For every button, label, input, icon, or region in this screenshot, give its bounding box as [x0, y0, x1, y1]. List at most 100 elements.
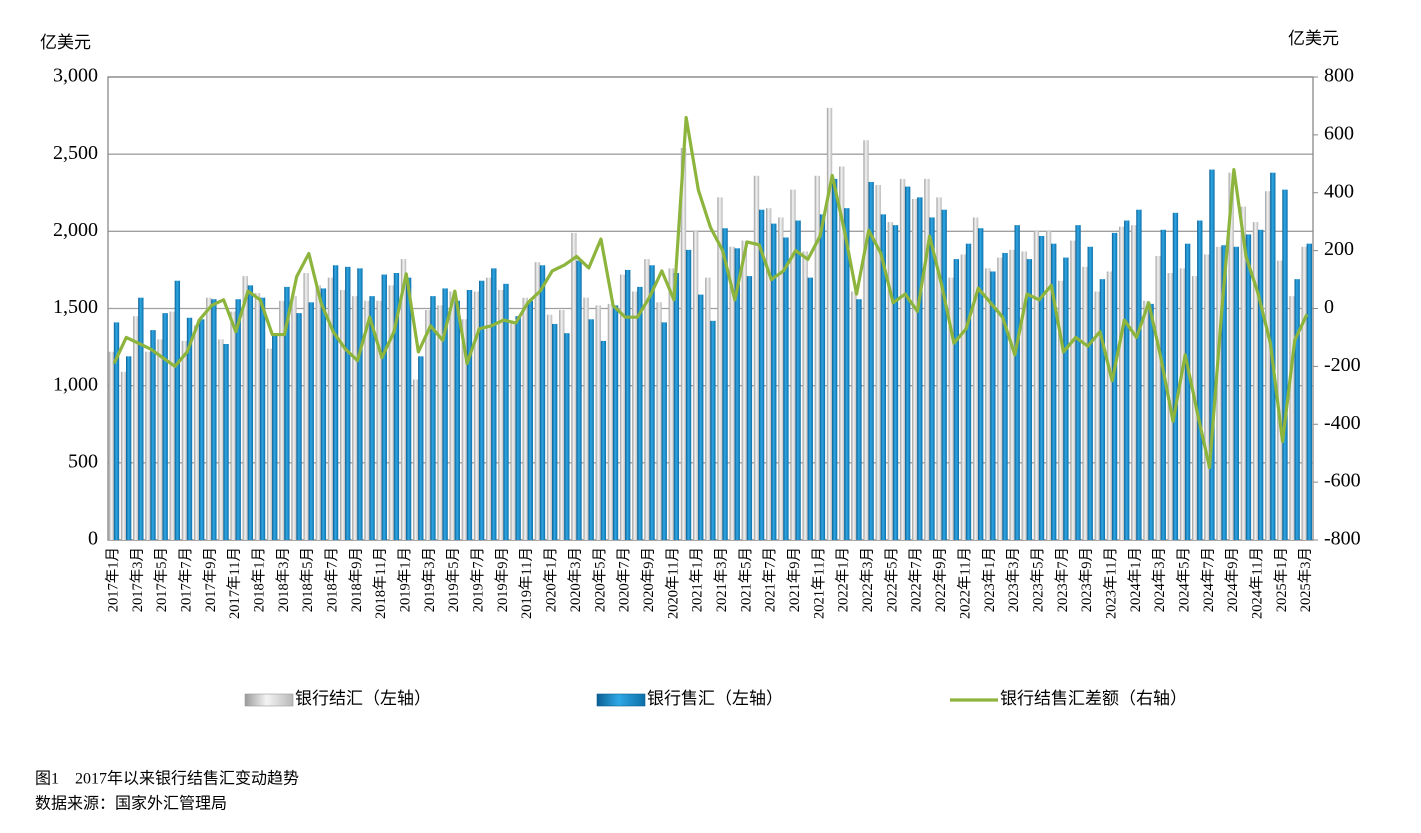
bar	[814, 175, 821, 541]
bar	[576, 260, 582, 540]
bar	[381, 274, 387, 540]
bar	[1021, 251, 1027, 540]
bar	[551, 323, 558, 540]
line	[112, 115, 1309, 470]
y2-tick-label: -400	[1324, 412, 1361, 434]
x-tick-label: 2019年9月	[494, 547, 511, 612]
bar	[941, 209, 947, 540]
bar	[839, 166, 845, 540]
bar	[1033, 231, 1040, 541]
y2-tick-label: 600	[1324, 122, 1354, 144]
bar	[953, 259, 960, 540]
x-tick-label: 2018年1月	[250, 547, 267, 612]
bar	[1070, 240, 1076, 541]
x-tick-label: 2019年3月	[421, 547, 438, 612]
bar	[296, 313, 302, 540]
x-tick-label: 2022年7月	[908, 547, 925, 612]
bar	[892, 225, 899, 540]
x-tick-label: 2022年3月	[859, 547, 876, 612]
bar	[880, 214, 886, 540]
bar	[442, 288, 448, 540]
bar	[685, 249, 692, 540]
y-tick-label: 0	[88, 528, 98, 550]
bar	[1082, 266, 1088, 540]
y2-tick-label: 200	[1324, 238, 1354, 260]
bar	[223, 343, 229, 540]
x-tick-label: 2022年11月	[956, 547, 973, 619]
y-tick-label: 2,000	[53, 219, 98, 241]
bar	[948, 277, 954, 540]
bar	[868, 181, 874, 541]
x-tick-label: 2018年9月	[348, 547, 365, 612]
bar	[254, 293, 261, 540]
y-tick-label: 2,500	[53, 142, 98, 164]
bar	[637, 286, 643, 540]
bar	[753, 175, 760, 541]
bar	[844, 208, 850, 540]
bar	[875, 185, 881, 541]
bar	[1228, 172, 1234, 541]
bar	[364, 300, 370, 540]
legend-label: 银行结售汇差额（右轴）	[1000, 689, 1187, 708]
bar	[1240, 206, 1247, 540]
bar	[352, 296, 358, 540]
x-tick-label: 2019年11月	[518, 547, 535, 619]
bar	[150, 330, 156, 540]
bar	[924, 178, 930, 541]
bar	[272, 334, 278, 540]
bar	[430, 296, 436, 540]
bar	[498, 289, 504, 540]
bar	[413, 379, 419, 540]
bar	[369, 296, 375, 540]
bar	[1106, 271, 1113, 540]
bar	[766, 208, 772, 540]
bar	[729, 246, 735, 540]
x-tick-label: 2021年1月	[689, 547, 706, 612]
bar	[997, 257, 1003, 540]
x-tick-label: 2023年3月	[1005, 547, 1022, 612]
x-tick-label: 2020年11月	[664, 547, 681, 619]
y-tick-label: 3,000	[53, 65, 98, 87]
bar	[863, 140, 869, 540]
bar	[1026, 259, 1033, 540]
x-tick-label: 2022年1月	[835, 547, 852, 612]
bar	[607, 303, 614, 540]
bar	[473, 291, 480, 540]
bar	[1204, 254, 1210, 540]
bar	[972, 217, 979, 540]
bar	[199, 319, 205, 540]
x-tick-label: 2024年1月	[1127, 547, 1144, 612]
bar	[437, 305, 443, 540]
bar	[157, 339, 163, 540]
bar	[960, 254, 967, 540]
bar	[388, 285, 395, 540]
x-tick-label: 2023年1月	[981, 547, 998, 612]
x-tick-label: 2020年9月	[640, 547, 657, 612]
x-tick-label: 2018年11月	[372, 547, 389, 619]
bar	[668, 268, 674, 540]
x-tick-label: 2023年7月	[1054, 547, 1071, 612]
bar	[936, 197, 942, 540]
bar	[692, 231, 699, 541]
bar	[454, 300, 460, 540]
bar	[418, 356, 424, 540]
bar	[887, 222, 894, 540]
bar	[206, 297, 212, 540]
bar	[1094, 291, 1100, 540]
source: 数据来源：国家外汇管理局	[35, 795, 227, 813]
bar	[1184, 243, 1191, 540]
bar	[345, 266, 351, 540]
y-tick-label: 500	[68, 450, 98, 472]
legend-label: 银行售汇（左轴）	[647, 689, 783, 708]
y2-tick-label: 800	[1324, 65, 1354, 87]
bar	[320, 288, 327, 540]
x-tick-label: 2017年3月	[129, 547, 146, 612]
bar	[1045, 231, 1052, 541]
x-tick-label: 2017年7月	[177, 547, 194, 612]
bar	[162, 313, 168, 540]
y-axis-label: 亿美元	[40, 33, 91, 52]
bar	[1111, 232, 1118, 541]
bar	[327, 277, 334, 540]
bar	[619, 274, 626, 540]
bar	[218, 339, 224, 540]
